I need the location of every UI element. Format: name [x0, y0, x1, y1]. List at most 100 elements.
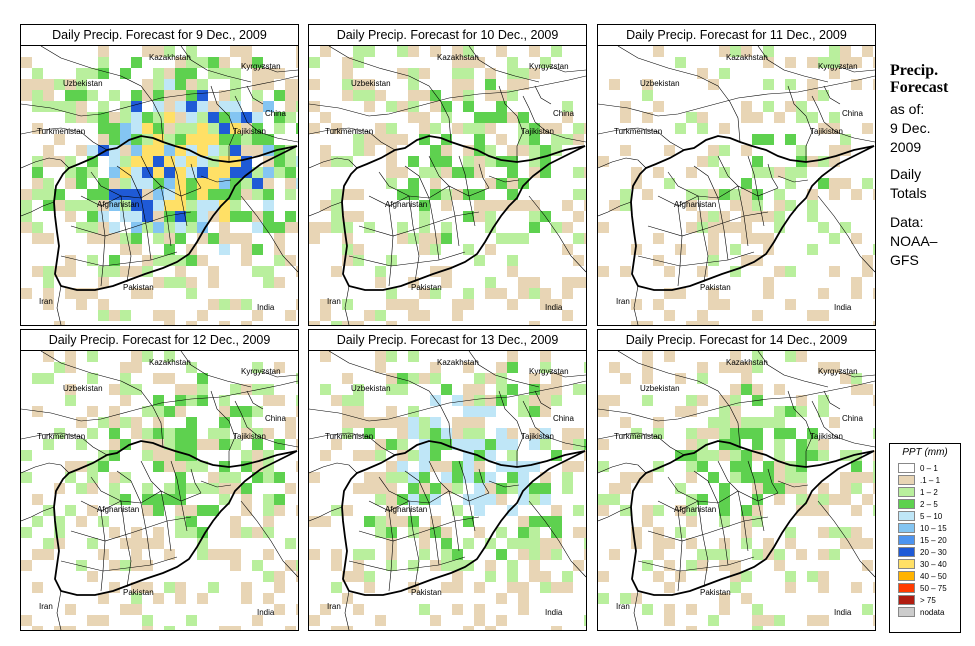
precip-cell: [496, 134, 507, 145]
precip-cell: [397, 494, 408, 505]
province-border: [637, 556, 755, 572]
precip-cell: [21, 90, 32, 101]
precip-cell: [631, 178, 642, 189]
precip-cell: [230, 123, 241, 134]
precip-cell: [529, 395, 540, 406]
precip-cell: [87, 233, 98, 244]
precip-cell: [642, 79, 653, 90]
precip-cell: [219, 167, 230, 178]
precip-cell: [76, 167, 87, 178]
precip-cell: [529, 211, 540, 222]
precip-cell: [829, 527, 840, 538]
precip-cell: [131, 417, 142, 428]
precip-cell: [408, 299, 419, 310]
precip-cell: [109, 417, 120, 428]
precip-cell: [386, 384, 397, 395]
precip-cell: [175, 167, 186, 178]
precip-cell: [175, 384, 186, 395]
precip-cell: [452, 582, 463, 593]
precip-cell: [153, 505, 164, 516]
precip-cell: [120, 123, 131, 134]
precip-cell: [241, 582, 252, 593]
precip-cell: [862, 494, 873, 505]
precip-cell: [807, 505, 818, 516]
province-border: [408, 195, 420, 283]
precip-cell: [375, 483, 386, 494]
precip-cell: [873, 483, 875, 494]
precip-cell: [175, 593, 186, 604]
legend-item: 2 – 5: [890, 498, 960, 510]
precip-cell: [507, 362, 518, 373]
precip-cell: [752, 200, 763, 211]
precip-cell: [485, 79, 496, 90]
precip-cell: [43, 200, 54, 211]
neighbor-border: [309, 380, 586, 422]
precip-cell: [496, 288, 507, 299]
precip-cell: [540, 494, 551, 505]
precip-cell: [252, 615, 263, 626]
precip-cell: [120, 211, 131, 222]
country-label-afghanistan: Afghanistan: [674, 505, 716, 514]
legend-item: 0 – 1: [890, 462, 960, 474]
precip-cell: [186, 167, 197, 178]
precip-cell: [131, 222, 142, 233]
precip-cell: [474, 472, 485, 483]
neighbor-border: [40, 46, 164, 143]
precip-cell: [631, 321, 642, 325]
country-label-uzbekistan: Uzbekistan: [351, 79, 391, 88]
precip-cell: [208, 112, 219, 123]
province-border: [404, 470, 430, 504]
precip-cell: [496, 90, 507, 101]
info-date-line1: 9 Dec.: [890, 120, 931, 136]
precip-cell: [598, 593, 609, 604]
province-border: [140, 155, 162, 187]
precip-cell: [54, 266, 65, 277]
precip-cell: [620, 472, 631, 483]
precip-cell: [197, 200, 208, 211]
precip-cell: [496, 615, 507, 626]
province-border: [60, 556, 178, 572]
precip-cell: [342, 571, 353, 582]
precip-cell: [708, 428, 719, 439]
precip-cell: [386, 145, 397, 156]
precip-cell: [175, 472, 186, 483]
neighbor-border: [787, 85, 813, 162]
precip-cell: [653, 233, 664, 244]
precip-cell: [120, 101, 131, 112]
precip-cell: [76, 101, 87, 112]
precip-cell: [153, 538, 164, 549]
precip-cell: [752, 483, 763, 494]
precip-cell: [474, 461, 485, 472]
province-border: [478, 163, 490, 189]
precip-cell: [675, 123, 686, 134]
province-border: [408, 500, 420, 588]
precip-cell: [364, 571, 375, 582]
precip-cell: [851, 582, 862, 593]
precip-cell: [296, 505, 298, 516]
neighbor-border: [180, 351, 252, 388]
precip-cell: [496, 395, 507, 406]
precip-cell: [153, 145, 164, 156]
neighbor-border: [498, 85, 524, 162]
precip-cell: [452, 428, 463, 439]
precip-cell: [375, 277, 386, 288]
precip-cell: [562, 277, 573, 288]
neighbor-border: [309, 127, 396, 151]
precip-cell: [241, 57, 252, 68]
precip-cell: [474, 167, 485, 178]
precip-cell: [840, 178, 851, 189]
precip-cell: [353, 604, 364, 615]
precip-cell: [175, 505, 186, 516]
precip-cell: [485, 450, 496, 461]
precip-cell: [153, 450, 164, 461]
precip-cell: [840, 46, 851, 57]
precip-cell: [507, 299, 518, 310]
precip-cell: [353, 321, 364, 325]
precip-cell: [219, 395, 230, 406]
precip-cell: [320, 299, 331, 310]
province-border: [468, 195, 476, 227]
precip-cell: [131, 384, 142, 395]
precip-cell: [208, 233, 219, 244]
precip-cell: [252, 428, 263, 439]
precip-cell: [441, 101, 452, 112]
